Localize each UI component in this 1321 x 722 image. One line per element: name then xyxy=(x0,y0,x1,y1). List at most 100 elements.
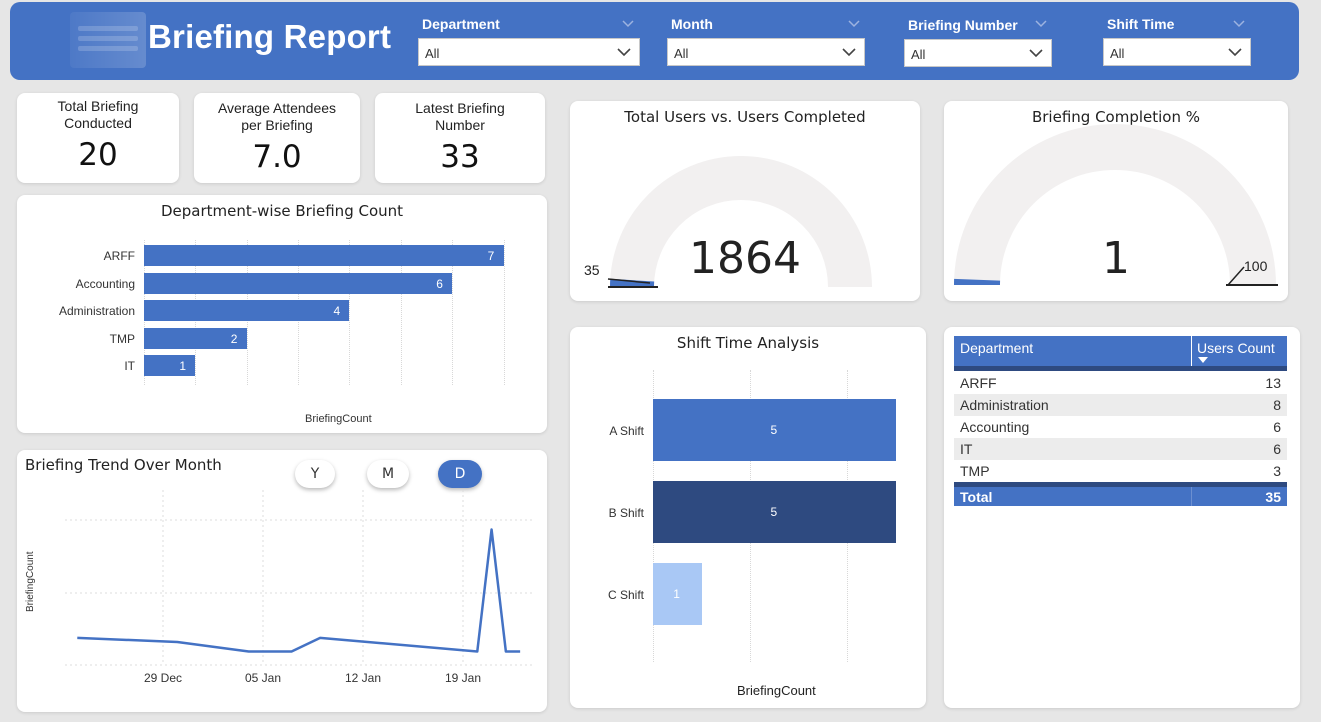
briefing-trend-chart: Briefing Trend Over Month Y M D 29 Dec 05… xyxy=(17,450,547,712)
gauge-value: 1 xyxy=(1102,233,1130,284)
bar-category-label: A Shift xyxy=(609,424,644,438)
drill-month-button[interactable]: M xyxy=(367,460,409,488)
cell-department: ARFF xyxy=(960,375,997,391)
chevron-down-icon[interactable] xyxy=(622,18,634,30)
bar xyxy=(144,355,196,376)
kpi-label: Number xyxy=(435,117,485,133)
x-tick-label: 29 Dec xyxy=(144,671,182,685)
table-row[interactable]: TMP 3 xyxy=(954,460,1287,482)
shift-time-chart: Shift Time Analysis A Shift 5 B Shift 5 C Sh… xyxy=(570,327,1043,708)
gauge-track xyxy=(954,124,1276,285)
chevron-down-icon[interactable] xyxy=(848,18,860,30)
kpi-card-total-briefing: Total Briefing Conducted 20 xyxy=(17,93,179,183)
bar-category-label: TMP xyxy=(109,331,135,346)
bar-data-label: 7 xyxy=(487,249,495,263)
y-axis-title: BriefingCount xyxy=(25,551,36,612)
chevron-down-icon[interactable] xyxy=(1233,18,1245,30)
column-divider xyxy=(1191,487,1192,506)
bar xyxy=(653,563,702,625)
gauge-label-leader xyxy=(1227,266,1245,286)
page-title: Briefing Report xyxy=(148,18,392,55)
department-briefing-chart: Department-wise Briefing Count ARFF 7 Acco… xyxy=(17,195,547,433)
chart-title: Shift Time Analysis xyxy=(676,334,820,352)
x-tick-label: 05 Jan xyxy=(245,671,281,685)
total-label: Total xyxy=(960,489,993,505)
table-total-row: Total 35 xyxy=(954,487,1287,506)
bar-category-label: B Shift xyxy=(608,506,644,520)
gridline xyxy=(503,240,505,385)
column-header-department[interactable]: Department xyxy=(954,336,1191,366)
gridline xyxy=(400,240,402,385)
department-dropdown[interactable]: All xyxy=(418,38,640,66)
bar xyxy=(144,245,504,266)
department-users-table: Department Users Count ARFF 13 Administrat… xyxy=(954,336,1287,536)
table-row[interactable]: Accounting 6 xyxy=(954,416,1287,438)
completion-gauge xyxy=(954,124,1278,286)
bar xyxy=(653,399,896,461)
trend-line xyxy=(77,528,521,653)
column-header-label: Users Count xyxy=(1197,340,1275,356)
header-bar: Briefing Report Department All Month All… xyxy=(10,2,1299,80)
bar-category-label: ARFF xyxy=(103,249,135,263)
bar xyxy=(144,327,247,349)
users-gauge-card: Total Users vs. Users Completed 1864 35 xyxy=(570,101,920,301)
chevron-down-icon[interactable] xyxy=(1035,18,1047,30)
x-tick-label: 12 Jan xyxy=(345,671,381,685)
gauge-min-label: 35 xyxy=(584,262,600,278)
bar-category-label: Accounting xyxy=(75,276,135,291)
table-row[interactable]: Administration 8 xyxy=(954,394,1287,416)
cell-department: Administration xyxy=(960,397,1049,413)
total-divider xyxy=(954,482,1287,487)
x-axis-title: BriefingCount xyxy=(305,413,372,425)
kpi-label: Average Attendees xyxy=(217,100,337,116)
kpi-value: 20 xyxy=(78,137,118,173)
drill-day-button[interactable]: D xyxy=(438,460,482,488)
users-gauge xyxy=(607,156,872,288)
slicer-label-month: Month xyxy=(671,16,713,32)
bar-category-label: C Shift xyxy=(607,588,644,602)
cell-users-count: 8 xyxy=(1273,397,1281,413)
kpi-value: 33 xyxy=(440,139,480,175)
gauge-target-label: 100 xyxy=(1244,258,1268,274)
bar-data-label: 6 xyxy=(436,276,443,291)
chevron-down-icon xyxy=(1029,49,1043,58)
table-row[interactable]: IT 6 xyxy=(954,438,1287,460)
briefing-number-dropdown[interactable]: All xyxy=(904,39,1052,67)
sort-descending-icon xyxy=(1198,357,1208,363)
table-row[interactable]: ARFF 13 xyxy=(954,372,1287,394)
month-dropdown[interactable]: All xyxy=(667,38,865,66)
x-tick-label: 19 Jan xyxy=(445,671,481,685)
chevron-down-icon xyxy=(1228,48,1242,57)
bar-data-label: 5 xyxy=(770,505,778,519)
gridline xyxy=(452,240,454,385)
kpi-value: 7.0 xyxy=(252,139,302,175)
cell-users-count: 6 xyxy=(1273,441,1281,457)
bar-data-label: 2 xyxy=(230,331,238,346)
slicer-label-department: Department xyxy=(422,16,500,32)
chevron-down-icon xyxy=(617,48,631,57)
kpi-label: Total Briefing xyxy=(57,98,139,114)
bar-data-label: 1 xyxy=(179,359,187,373)
department-dropdown-value: All xyxy=(425,46,440,61)
month-dropdown-value: All xyxy=(674,46,689,61)
cell-department: IT xyxy=(960,441,973,457)
kpi-label: Conducted xyxy=(64,115,132,131)
bar-category-label: IT xyxy=(124,359,135,373)
briefing-number-dropdown-value: All xyxy=(911,47,926,62)
gauge-track xyxy=(610,156,872,287)
bar xyxy=(653,481,896,543)
bar-category-label: Administration xyxy=(58,304,135,318)
drill-year-button[interactable]: Y xyxy=(295,460,335,488)
column-header-users-count[interactable]: Users Count xyxy=(1192,336,1287,366)
kpi-label: per Briefing xyxy=(241,117,313,133)
shift-time-dropdown[interactable]: All xyxy=(1103,38,1251,66)
gauge-value: 1864 xyxy=(689,233,801,284)
completion-gauge-card: Briefing Completion % 1 100 xyxy=(944,101,1288,301)
bar xyxy=(144,272,453,294)
cell-users-count: 13 xyxy=(1265,375,1281,391)
bar xyxy=(144,300,350,321)
bar-data-label: 1 xyxy=(673,587,680,601)
cell-department: TMP xyxy=(960,463,990,479)
kpi-card-average-attendees: Average Attendees per Briefing 7.0 xyxy=(194,93,360,183)
column-header-label: Department xyxy=(960,340,1034,356)
